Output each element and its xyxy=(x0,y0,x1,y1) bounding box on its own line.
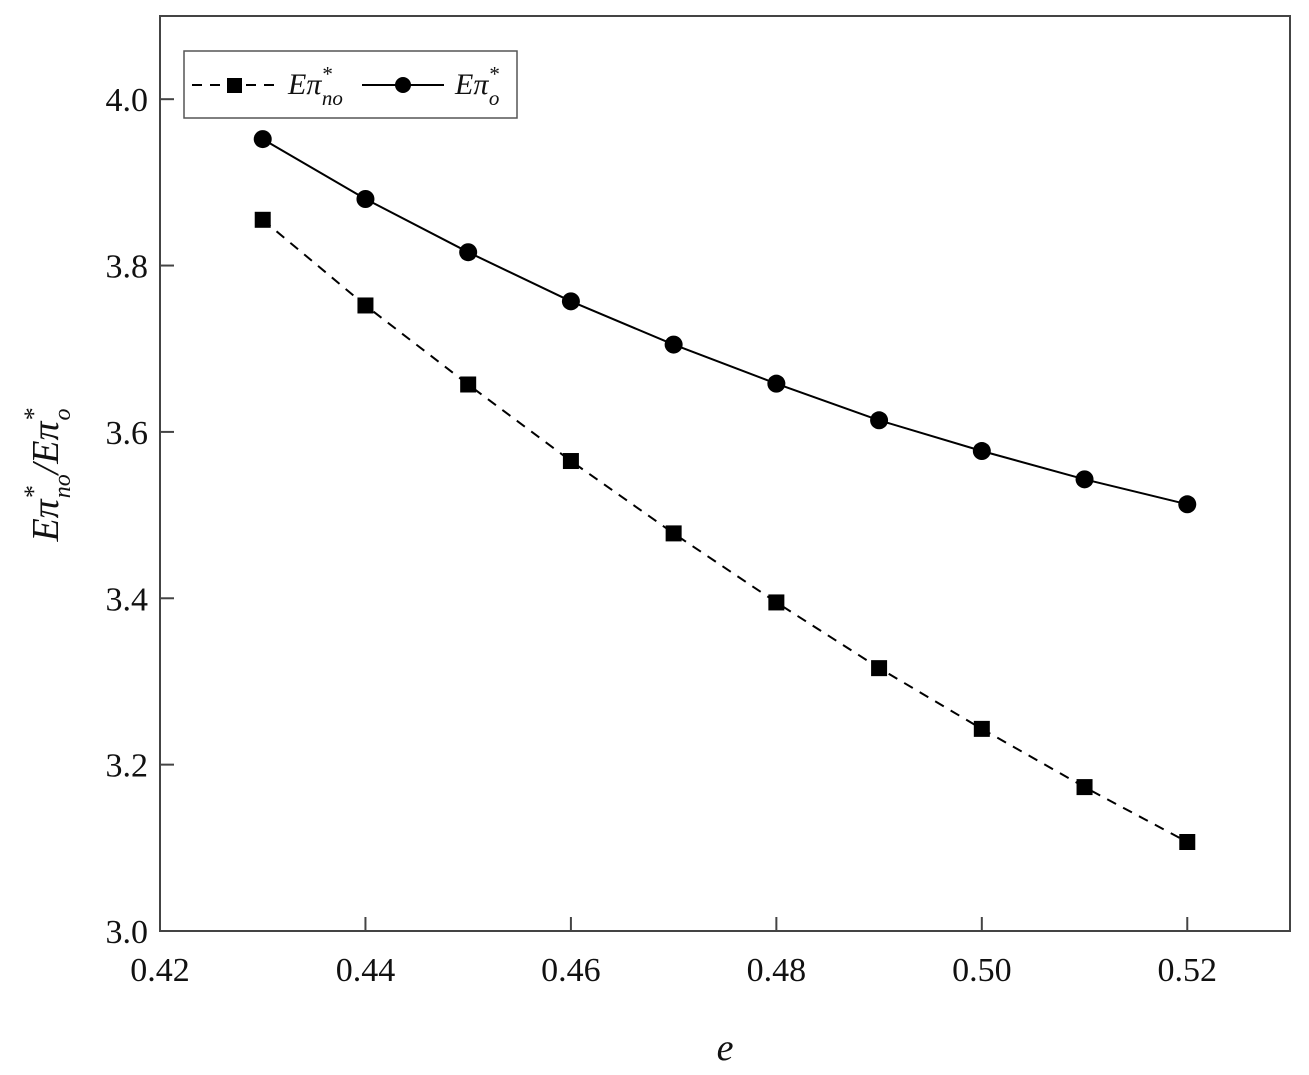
legend-circle-marker xyxy=(395,77,411,93)
x-tick-label: 0.50 xyxy=(952,952,1012,989)
data-point-square xyxy=(871,660,888,677)
data-point-square xyxy=(254,211,271,228)
y-tick-label: 3.2 xyxy=(106,748,149,785)
data-point-square xyxy=(1076,779,1093,796)
x-tick-label: 0.52 xyxy=(1158,952,1218,989)
y-tick-label: 4.0 xyxy=(106,82,149,119)
data-point-circle xyxy=(767,374,786,393)
data-point-circle xyxy=(1075,470,1094,489)
data-point-square xyxy=(768,594,785,611)
data-point-circle xyxy=(561,292,580,311)
data-point-square xyxy=(562,453,579,470)
data-point-square xyxy=(1179,833,1196,850)
data-point-square xyxy=(973,720,990,737)
x-tick-label: 0.42 xyxy=(130,952,190,989)
data-point-circle xyxy=(870,411,889,430)
data-point-square xyxy=(460,376,477,393)
plot-frame xyxy=(159,15,1291,932)
legend: Eπ* no Eπ* o xyxy=(183,50,518,119)
legend-label-no: Eπ* no xyxy=(287,62,343,110)
data-point-circle xyxy=(972,442,991,461)
y-tick-label: 3.8 xyxy=(106,249,149,286)
series-layer xyxy=(253,130,1197,850)
x-tick-label: 0.44 xyxy=(336,952,396,989)
data-point-circle xyxy=(459,243,478,262)
data-point-square xyxy=(357,297,374,314)
x-axis-ticks: 0.42 0.44 0.46 0.48 0.50 0.52 xyxy=(130,917,1217,989)
legend-label-o: Eπ* o xyxy=(454,62,499,110)
series-line-0 xyxy=(262,219,1188,843)
data-point-circle xyxy=(253,130,272,149)
data-point-circle xyxy=(664,335,683,354)
legend-square-marker xyxy=(227,78,242,93)
y-tick-label: 3.0 xyxy=(106,914,149,951)
y-axis-ticks: 3.0 3.2 3.4 3.6 3.8 4.0 xyxy=(106,82,174,951)
y-axis-title: Eπ*no/Eπ*o xyxy=(19,408,76,542)
x-tick-label: 0.46 xyxy=(541,952,601,989)
x-axis-title: e xyxy=(717,1027,734,1069)
data-point-circle xyxy=(356,190,375,208)
y-tick-label: 3.4 xyxy=(106,581,149,618)
series-line-1 xyxy=(262,138,1188,506)
data-point-square xyxy=(665,525,682,542)
y-tick-label: 3.6 xyxy=(106,415,149,452)
x-tick-label: 0.48 xyxy=(747,952,807,989)
data-point-circle xyxy=(1178,495,1197,514)
